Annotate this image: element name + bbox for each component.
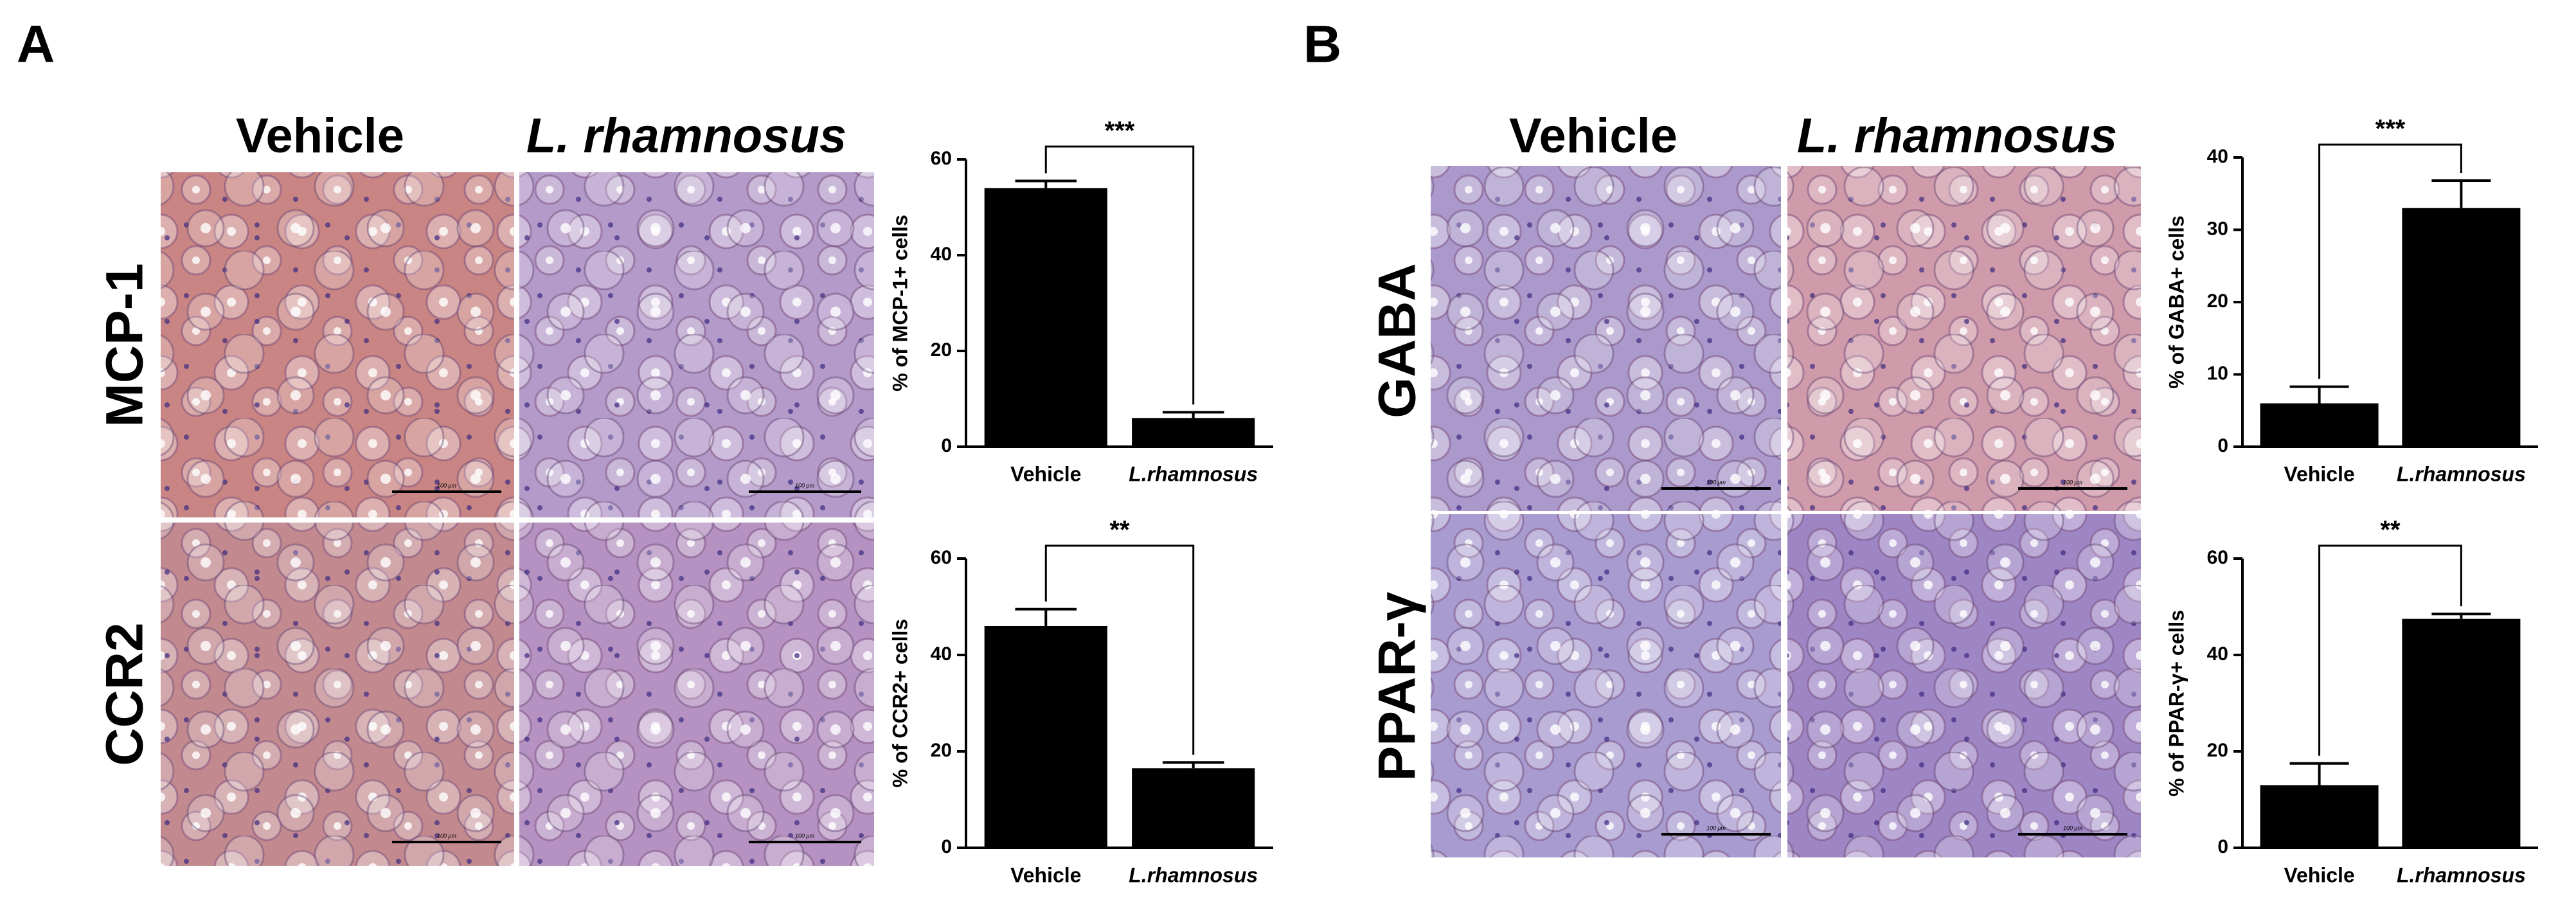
scale-bar-label: 100 μm xyxy=(795,832,814,839)
significance-label: *** xyxy=(1105,117,1135,145)
bar-chart: 0 20 40 60 % of MCP-1+ cells Vehicle L.rhamnos… xyxy=(888,117,1273,485)
micrograph xyxy=(1431,166,1781,511)
bar-chart: 0 20 40 60 % of PPAR-γ+ cells Vehicle L.rhamno… xyxy=(2165,516,2538,886)
column-header: L. rhamnosus xyxy=(1797,109,2117,163)
y-tick-label: 20 xyxy=(931,740,952,761)
row-header: CCR2 xyxy=(96,622,154,766)
y-tick-label: 20 xyxy=(931,339,952,361)
scale-bars xyxy=(392,487,2127,843)
y-tick-label: 40 xyxy=(2207,146,2228,167)
y-tick-label: 40 xyxy=(931,643,952,665)
bar xyxy=(2402,618,2521,848)
x-tick-label: L.rhamnosus xyxy=(2397,863,2526,886)
column-header: Vehicle xyxy=(1509,109,1677,163)
column-header: L. rhamnosus xyxy=(526,109,846,163)
bar xyxy=(2402,208,2521,447)
micrograph xyxy=(1431,514,1781,857)
bar xyxy=(1132,768,1255,848)
y-tick-label: 40 xyxy=(931,244,952,265)
bar xyxy=(1132,418,1255,447)
y-tick-label: 60 xyxy=(931,547,952,568)
bar xyxy=(2260,785,2379,848)
scale-bar-label: 100 μm xyxy=(437,832,456,839)
y-tick-label: 20 xyxy=(2207,291,2228,312)
row-header: GABA xyxy=(1368,263,1427,418)
column-header: Vehicle xyxy=(236,109,404,163)
scale-bar-label: 100 μm xyxy=(1706,479,1726,485)
bar xyxy=(984,626,1107,848)
micrograph xyxy=(519,172,874,517)
significance-bracket xyxy=(1044,145,1195,405)
bar-chart: 0 20 40 60 % of CCR2+ cells Vehicle L.rhamnosu… xyxy=(888,516,1273,886)
panel-label: B xyxy=(1303,15,1341,74)
x-tick-label: L.rhamnosus xyxy=(1129,462,1258,485)
scale-bar-label: 100 μm xyxy=(795,482,814,488)
y-axis-label: % of PPAR-γ+ cells xyxy=(2165,610,2188,796)
y-tick-label: 40 xyxy=(2207,643,2228,665)
y-tick-label: 60 xyxy=(931,148,952,169)
scale-bar-label: 100 μm xyxy=(437,482,456,488)
significance-label: ** xyxy=(2380,516,2401,544)
x-tick-label: Vehicle xyxy=(1010,462,1081,485)
y-tick-label: 60 xyxy=(2207,547,2228,568)
significance-bracket xyxy=(2318,544,2462,756)
bar xyxy=(2260,403,2379,447)
row-header: MCP-1 xyxy=(96,263,154,427)
scale-bar-label: 100 μm xyxy=(2063,479,2082,485)
bar-chart: 0 10 20 30 40 % of GABA+ cells Vehicle L.rhamno… xyxy=(2165,115,2538,485)
y-tick-label: 0 xyxy=(2217,836,2228,857)
micrographs xyxy=(161,166,2141,866)
micrograph xyxy=(519,523,874,866)
significance-label: ** xyxy=(1109,516,1130,544)
significance-bracket xyxy=(2318,143,2462,379)
y-tick-label: 10 xyxy=(2207,363,2228,384)
bar xyxy=(984,188,1107,447)
y-axis-label: % of MCP-1+ cells xyxy=(888,215,911,391)
y-tick-label: 0 xyxy=(2217,435,2228,456)
significance-label: *** xyxy=(2375,115,2406,143)
micrograph xyxy=(1787,514,2141,857)
y-tick-label: 30 xyxy=(2207,218,2228,239)
scale-bar-label: 100 μm xyxy=(2063,825,2082,831)
micrograph xyxy=(161,523,514,866)
x-tick-label: Vehicle xyxy=(1010,863,1081,886)
x-tick-label: Vehicle xyxy=(2284,863,2354,886)
y-tick-label: 0 xyxy=(941,435,952,456)
micrograph xyxy=(161,172,514,517)
y-tick-label: 20 xyxy=(2207,740,2228,761)
scale-bar-label: 100 μm xyxy=(1706,825,1726,831)
x-tick-label: L.rhamnosus xyxy=(2397,462,2526,485)
y-tick-label: 0 xyxy=(941,836,952,857)
y-axis-label: % of CCR2+ cells xyxy=(888,619,911,787)
x-tick-label: L.rhamnosus xyxy=(1129,863,1258,886)
row-header: PPAR-γ xyxy=(1368,591,1427,781)
scale-bar-labels: 100 μm 100 μm 100 μm 100 μm 100 μm 100 μ… xyxy=(437,479,2082,839)
micrograph xyxy=(1787,166,2141,511)
x-tick-label: Vehicle xyxy=(2284,462,2354,485)
panel-label: A xyxy=(17,15,55,74)
significance-bracket xyxy=(1044,544,1195,755)
y-axis-label: % of GABA+ cells xyxy=(2165,215,2188,388)
